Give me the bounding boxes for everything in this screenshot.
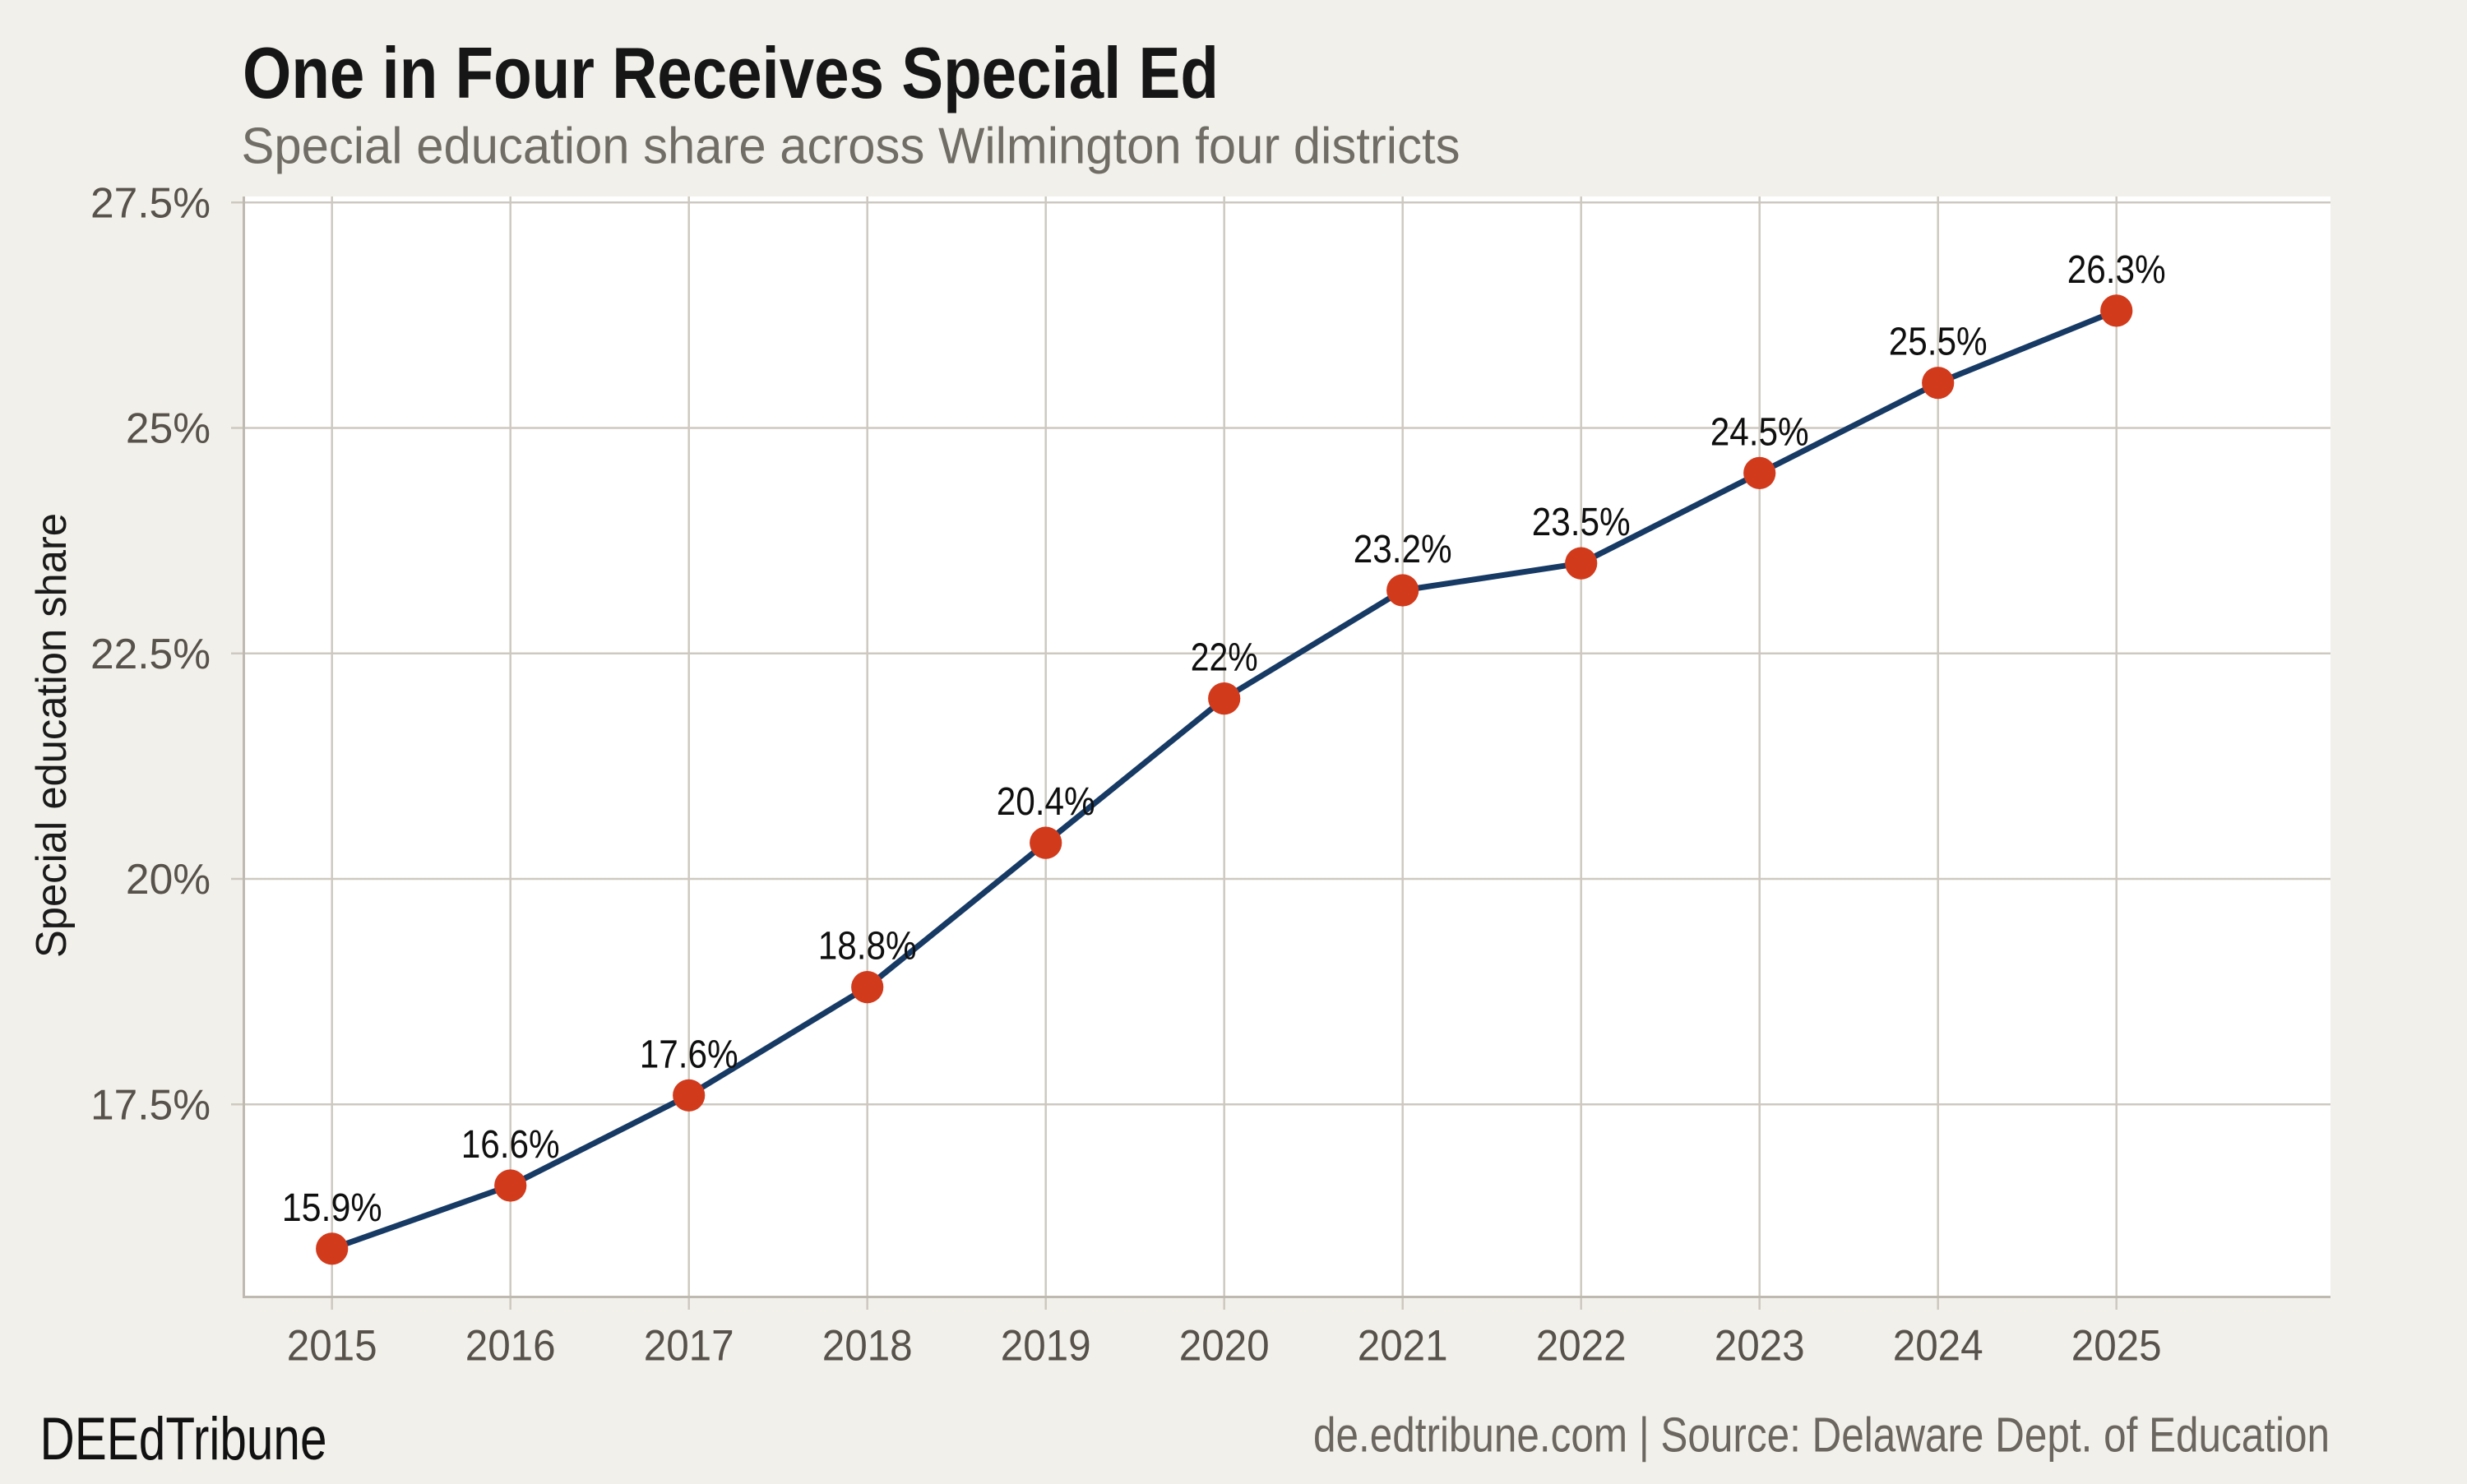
svg-text:2025: 2025 — [2071, 1322, 2162, 1371]
svg-text:26.3%: 26.3% — [2067, 248, 2166, 292]
svg-text:2019: 2019 — [1001, 1322, 1091, 1371]
svg-text:22.5%: 22.5% — [90, 630, 211, 677]
svg-text:DEEdTribune: DEEdTribune — [40, 1406, 327, 1472]
svg-text:2015: 2015 — [287, 1322, 377, 1371]
svg-text:27.5%: 27.5% — [90, 178, 211, 226]
svg-text:24.5%: 24.5% — [1710, 410, 1809, 454]
svg-text:20%: 20% — [126, 855, 211, 903]
svg-text:2016: 2016 — [465, 1322, 556, 1371]
svg-text:2017: 2017 — [644, 1322, 734, 1371]
svg-text:2020: 2020 — [1179, 1322, 1270, 1371]
svg-text:23.5%: 23.5% — [1532, 501, 1631, 544]
svg-text:2018: 2018 — [822, 1322, 913, 1371]
svg-text:One in Four Receives Special E: One in Four Receives Special Ed — [243, 32, 1219, 113]
svg-text:de.edtribune.com | Source: Del: de.edtribune.com | Source: Delaware Dept… — [1313, 1408, 2330, 1463]
svg-text:17.6%: 17.6% — [640, 1033, 738, 1076]
svg-text:18.8%: 18.8% — [818, 925, 917, 969]
svg-text:17.5%: 17.5% — [90, 1080, 211, 1128]
svg-text:Special education share across: Special education share across Wilmingto… — [242, 118, 1460, 174]
svg-text:2021: 2021 — [1358, 1322, 1448, 1371]
svg-text:22%: 22% — [1191, 636, 1258, 680]
svg-text:20.4%: 20.4% — [997, 780, 1095, 824]
svg-text:2022: 2022 — [1536, 1322, 1627, 1371]
svg-text:16.6%: 16.6% — [461, 1123, 560, 1167]
svg-text:25.5%: 25.5% — [1889, 321, 1988, 364]
svg-text:15.9%: 15.9% — [282, 1186, 382, 1230]
svg-text:Special education share: Special education share — [27, 513, 75, 958]
svg-text:23.2%: 23.2% — [1354, 528, 1452, 571]
svg-text:25%: 25% — [126, 405, 211, 452]
svg-text:2023: 2023 — [1715, 1322, 1805, 1371]
svg-text:2024: 2024 — [1893, 1322, 1983, 1371]
